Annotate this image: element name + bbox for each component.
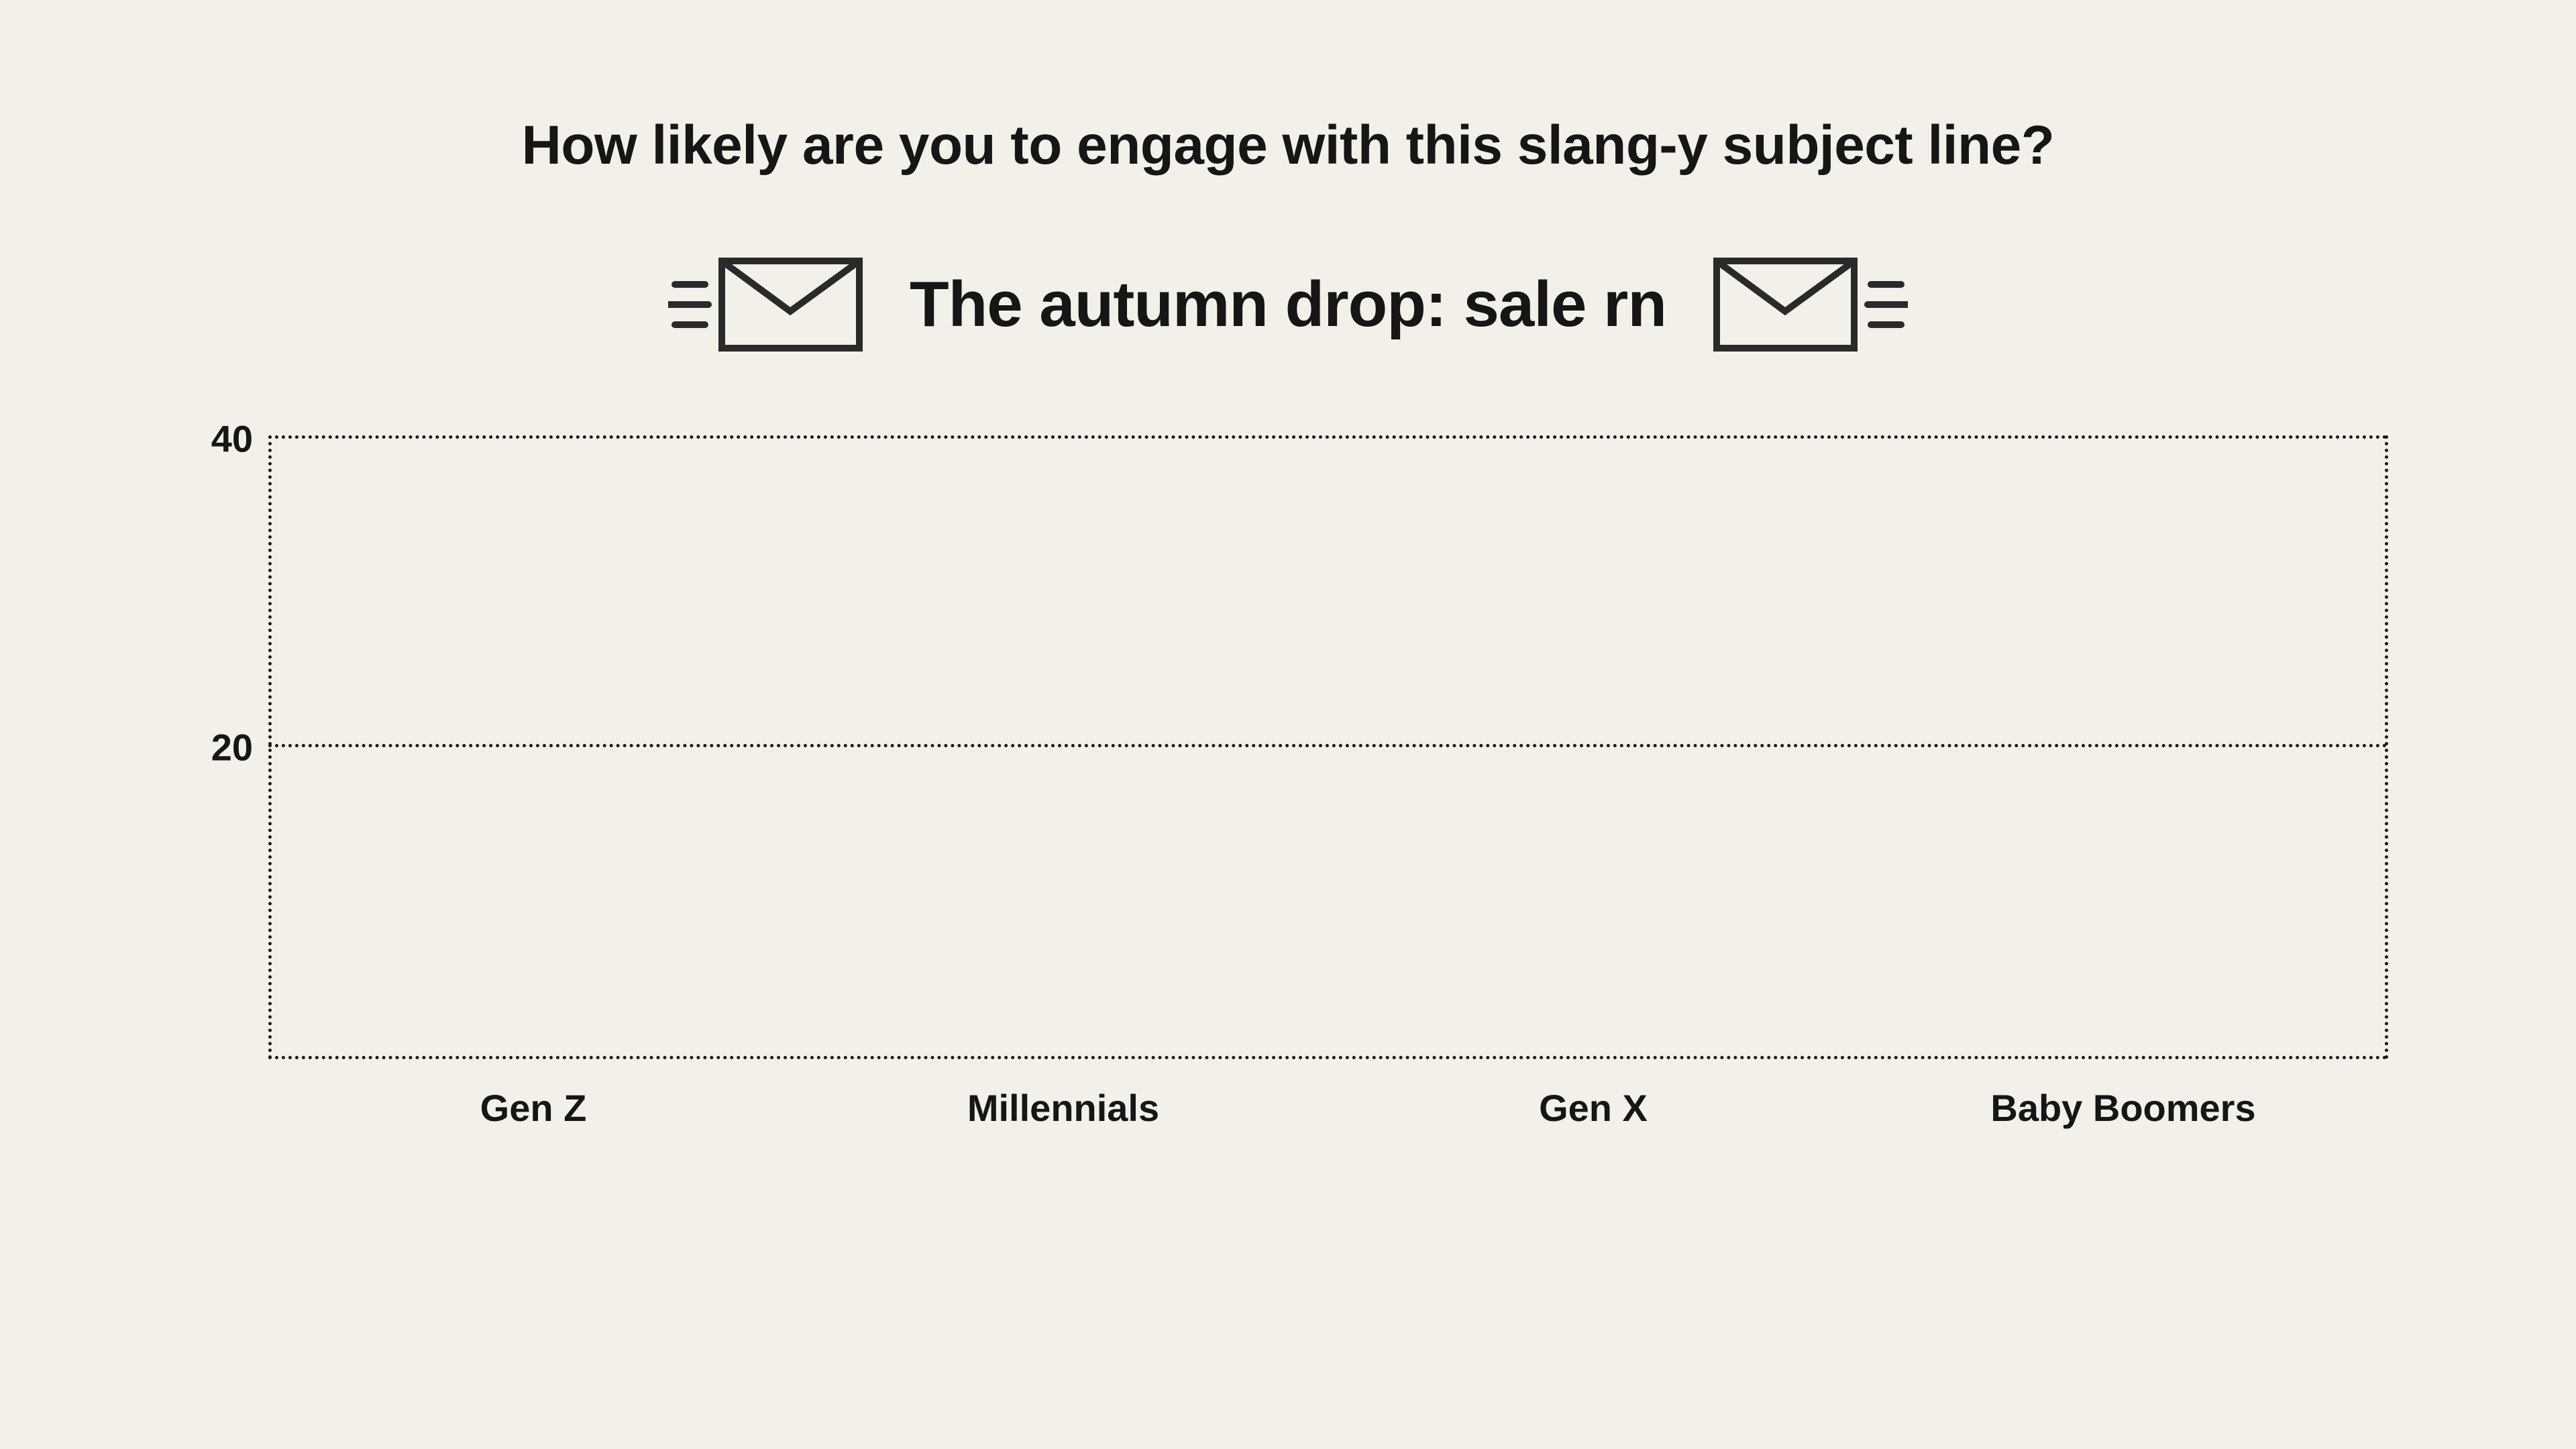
subject-line-text: The autumn drop: sale rn bbox=[910, 268, 1666, 341]
y-tick-label: 40 bbox=[211, 417, 253, 461]
plot-area: 2040 bbox=[268, 435, 2388, 1059]
x-axis-label: Baby Boomers bbox=[1858, 1086, 2388, 1130]
x-axis-label: Gen Z bbox=[268, 1086, 798, 1130]
bar-chart: 2040 Gen ZMillennialsGen XBaby Boomers bbox=[161, 435, 2415, 1130]
x-axis-labels: Gen ZMillennialsGen XBaby Boomers bbox=[268, 1086, 2388, 1130]
subtitle-row: The autumn drop: sale rn bbox=[668, 251, 1908, 358]
gridline bbox=[268, 744, 2388, 747]
envelope-speed-right-icon bbox=[1707, 251, 1908, 358]
infographic-canvas: How likely are you to engage with this s… bbox=[0, 0, 2576, 1449]
envelope-speed-left-icon bbox=[668, 251, 869, 358]
bars-container bbox=[272, 439, 2385, 1056]
y-tick-label: 20 bbox=[211, 726, 253, 769]
x-axis-label: Millennials bbox=[798, 1086, 1328, 1130]
x-axis-label: Gen X bbox=[1328, 1086, 1858, 1130]
chart-title: How likely are you to engage with this s… bbox=[522, 114, 2055, 177]
